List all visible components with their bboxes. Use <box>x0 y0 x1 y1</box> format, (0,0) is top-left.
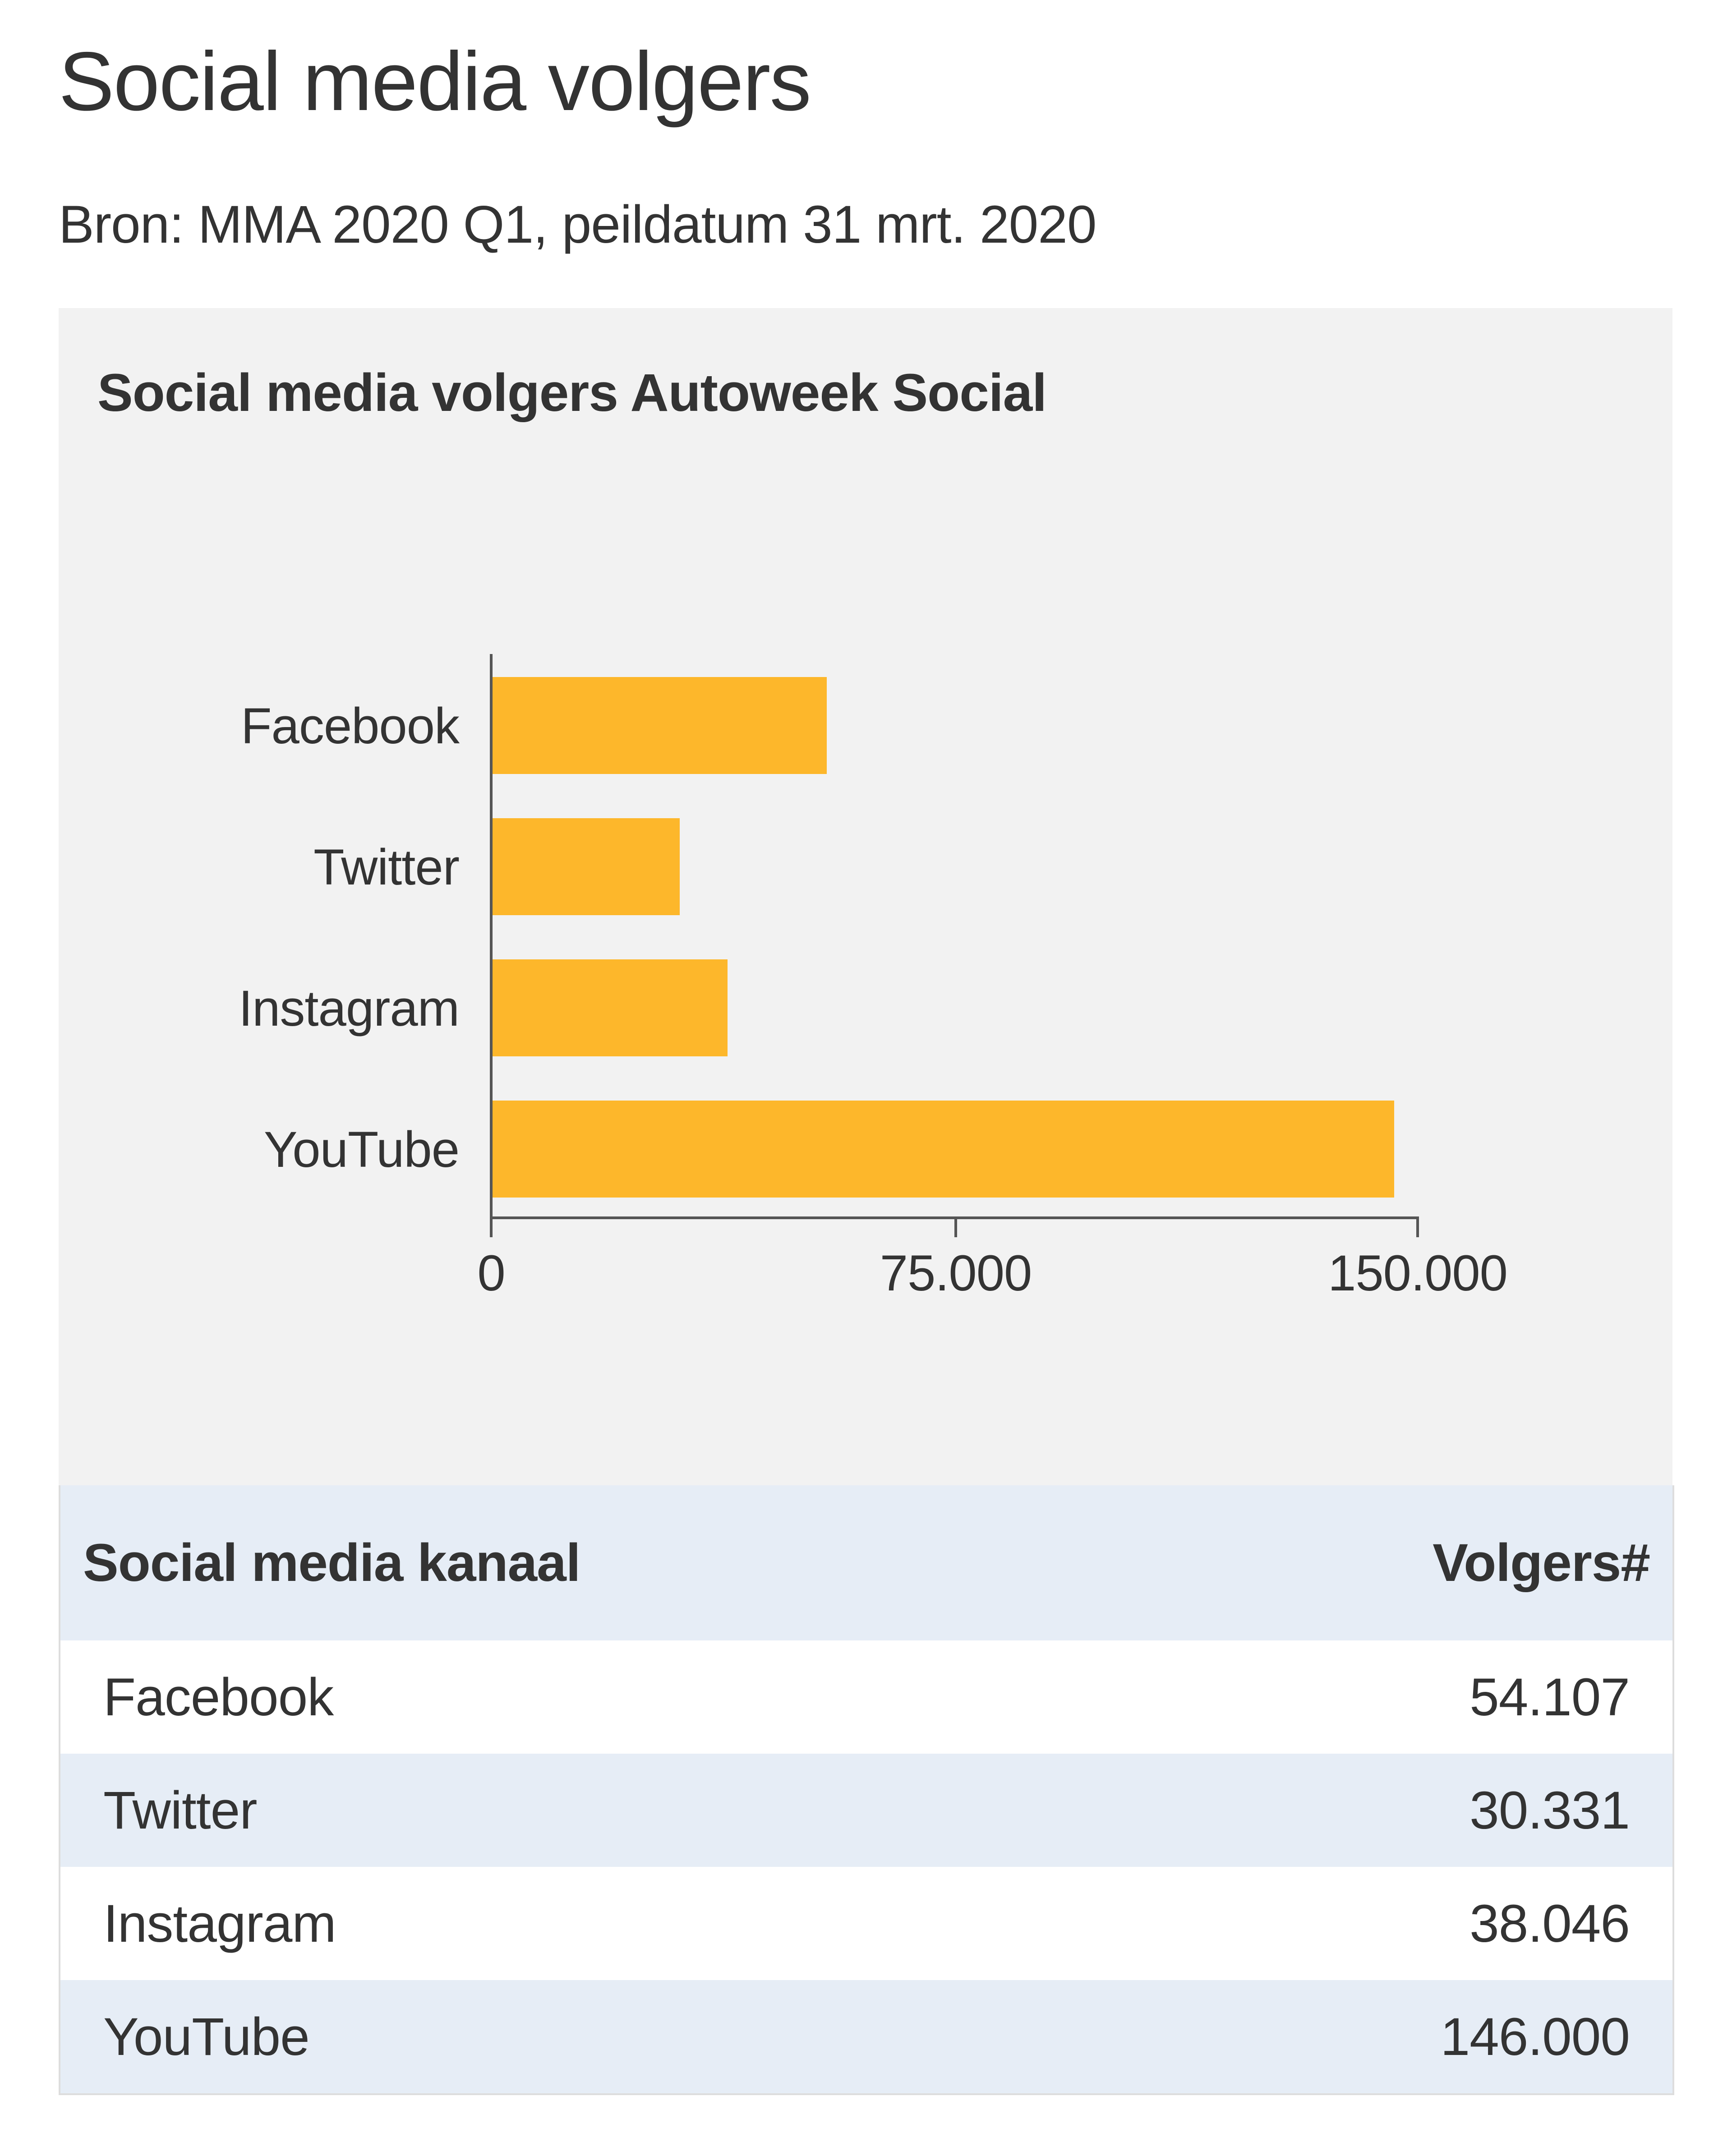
x-tick-0 <box>490 1216 493 1237</box>
x-tick-75000 <box>954 1216 957 1237</box>
cell-followers: 38.046 <box>1469 1893 1630 1953</box>
cell-followers: 54.107 <box>1469 1667 1630 1727</box>
table-header: Social media kanaal Volgers# <box>60 1485 1672 1640</box>
column-header-followers: Volgers# <box>1433 1533 1650 1593</box>
cell-followers: 146.000 <box>1440 2007 1630 2067</box>
y-label-facebook: Facebook <box>241 698 460 754</box>
y-axis-line <box>490 654 493 1219</box>
table-row: Facebook 54.107 <box>60 1640 1672 1754</box>
data-table: Social media kanaal Volgers# Facebook 54… <box>59 1485 1674 2095</box>
bar-instagram[interactable] <box>493 959 728 1056</box>
x-tick-label-75000: 75.000 <box>880 1245 1032 1301</box>
y-label-youtube: YouTube <box>263 1121 460 1178</box>
chart-title: Social media volgers Autoweek Social <box>97 363 1047 423</box>
cell-channel: YouTube <box>103 2007 310 2067</box>
cell-followers: 30.331 <box>1469 1780 1630 1840</box>
cell-channel: Twitter <box>103 1780 257 1840</box>
y-label-instagram: Instagram <box>239 980 460 1037</box>
cell-channel: Facebook <box>103 1667 334 1727</box>
bar-chart: Facebook Twitter Instagram YouTube 0 75.… <box>59 308 1672 1485</box>
y-label-twitter: Twitter <box>313 839 460 895</box>
cell-channel: Instagram <box>103 1893 336 1953</box>
source-note: Bron: MMA 2020 Q1, peildatum 31 mrt. 202… <box>59 195 1097 254</box>
table-row: YouTube 146.000 <box>60 1980 1672 2093</box>
column-header-channel: Social media kanaal <box>83 1533 581 1593</box>
table-row: Instagram 38.046 <box>60 1867 1672 1980</box>
x-tick-label-0: 0 <box>477 1245 505 1301</box>
chart-panel: Social media volgers Autoweek Social Fac… <box>59 308 1672 1485</box>
table-row: Twitter 30.331 <box>60 1754 1672 1867</box>
bar-youtube[interactable] <box>493 1101 1395 1198</box>
bar-facebook[interactable] <box>493 677 827 774</box>
page-title: Social media volgers <box>59 35 811 128</box>
x-tick-label-150000: 150.000 <box>1328 1245 1508 1301</box>
x-tick-150000 <box>1416 1216 1419 1237</box>
table-body: Facebook 54.107 Twitter 30.331 Instagram… <box>60 1640 1672 2093</box>
bar-twitter[interactable] <box>493 818 680 915</box>
